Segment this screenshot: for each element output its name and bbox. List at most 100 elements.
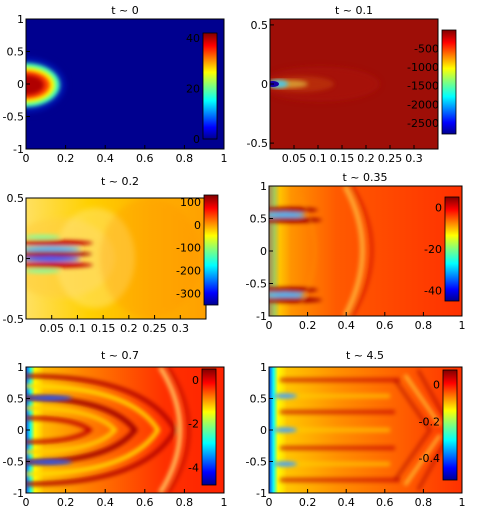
panel-title: t ~ 0.1 bbox=[335, 4, 373, 17]
panel-t4-5: t ~ 4.5 bbox=[246, 349, 466, 509]
x-tick-label: 1 bbox=[459, 319, 466, 332]
y-tick-label: 0.5 bbox=[250, 213, 268, 226]
y-tick-labels: 1 0.5 0 -0.5 -1 bbox=[246, 180, 273, 323]
colorbar-tick-labels: 0 -2 -4 bbox=[188, 374, 199, 475]
x-tick-label: 0.6 bbox=[136, 496, 154, 509]
colorbar-tick-label: 0 bbox=[433, 379, 440, 392]
colorbar-tick-labels: 0 -20 -40 bbox=[424, 201, 442, 297]
colorbar-tick-label: 0 bbox=[192, 374, 199, 387]
y-tick-label: -1 bbox=[13, 487, 24, 500]
colorbar-tick-label: -20 bbox=[424, 243, 442, 256]
colorbar bbox=[202, 32, 218, 140]
x-tick-label: 0.15 bbox=[91, 322, 116, 335]
y-tick-label: 0 bbox=[17, 78, 24, 91]
x-tick-label: 0.4 bbox=[337, 319, 355, 332]
colorbar-tick-label: 0 bbox=[194, 219, 201, 232]
colorbar-tick-label: 0 bbox=[193, 133, 200, 146]
x-tick-labels: 0 0.2 0.4 0.6 0.8 1 bbox=[23, 489, 228, 509]
x-tick-label: 0.6 bbox=[136, 152, 154, 165]
x-tick-label: 0.8 bbox=[176, 496, 194, 509]
y-tick-label: -0.5 bbox=[3, 111, 24, 124]
x-tick-label: 1 bbox=[221, 496, 228, 509]
y-tick-label: 0 bbox=[260, 424, 267, 437]
heatmap-field bbox=[269, 367, 462, 493]
colorbar-tick-labels: 100 0 -100 -200 -300 bbox=[176, 196, 201, 301]
y-tick-labels: 1 0.5 0 -0.5 -1 bbox=[3, 361, 30, 500]
y-tick-label: 0 bbox=[17, 424, 24, 437]
colorbar-tick-label: 0 bbox=[435, 201, 442, 214]
colorbar-tick-label: -2000 bbox=[407, 98, 439, 111]
x-tick-label: 0.8 bbox=[176, 152, 194, 165]
y-tick-label: 0.5 bbox=[250, 393, 268, 406]
y-tick-labels: 1 0.5 0 -0.5 -1 bbox=[3, 13, 30, 156]
y-tick-label: 1 bbox=[17, 13, 24, 26]
panel-title: t ~ 0.35 bbox=[342, 171, 387, 184]
x-tick-label: 0 bbox=[266, 319, 273, 332]
x-tick-label: 0 bbox=[266, 496, 273, 509]
heatmap-field bbox=[26, 19, 224, 149]
y-tick-label: -0.5 bbox=[247, 137, 268, 150]
heatmap-field bbox=[269, 186, 462, 316]
x-tick-label: 0.6 bbox=[376, 319, 394, 332]
x-tick-label: 0.2 bbox=[57, 496, 75, 509]
panel-t0: t ~ 0 0 0.2 0.4 0.6 0.8 1 1 0.5 0 -0.5 -1 40 20 0 bbox=[3, 4, 228, 165]
y-tick-label: -0.5 bbox=[246, 456, 267, 469]
colorbar-tick-label: 100 bbox=[180, 196, 201, 209]
x-tick-label: 0.3 bbox=[405, 152, 423, 165]
x-tick-labels: 0 0.2 0.4 0.6 0.8 1 bbox=[23, 145, 228, 165]
colorbar bbox=[442, 369, 458, 481]
y-tick-label: -1 bbox=[13, 143, 24, 156]
x-tick-label: 0.05 bbox=[39, 322, 64, 335]
heatmap-field bbox=[270, 19, 438, 149]
y-tick-label: 1 bbox=[260, 361, 267, 374]
x-tick-label: 1 bbox=[221, 152, 228, 165]
y-tick-label: -0.5 bbox=[3, 456, 24, 469]
colorbar bbox=[201, 368, 217, 486]
panel-title: t ~ 4.5 bbox=[346, 349, 384, 362]
y-tick-labels: 0.5 0 -0.5 bbox=[247, 19, 274, 150]
y-tick-label: 0 bbox=[17, 253, 24, 266]
colorbar-tick-label: -2500 bbox=[407, 117, 439, 130]
colorbar-tick-label: -200 bbox=[176, 265, 201, 278]
panel-t0-2: t ~ 0.2 0.05 0.1 0.15 0.2 0.25 0.3 0.5 0 -0.5 1… bbox=[3, 175, 219, 335]
colorbar-tick-label: -40 bbox=[424, 285, 442, 298]
x-tick-label: 0.4 bbox=[337, 496, 355, 509]
x-tick-label: 0.4 bbox=[96, 152, 114, 165]
colorbar bbox=[203, 194, 219, 306]
x-tick-label: 0.05 bbox=[282, 152, 307, 165]
colorbar-tick-label: -4 bbox=[188, 461, 199, 474]
y-tick-label: -0.5 bbox=[3, 313, 24, 326]
colorbar-tick-labels: -500 -1000 -1500 -2000 -2500 bbox=[407, 43, 439, 130]
y-tick-labels: 0.5 0 -0.5 bbox=[3, 192, 30, 326]
y-tick-labels: 1 0.5 0 -0.5 -1 bbox=[246, 361, 273, 500]
colorbar bbox=[441, 29, 457, 135]
x-tick-label: 0.25 bbox=[378, 152, 403, 165]
y-tick-label: -1 bbox=[256, 310, 267, 323]
x-tick-label: 0.1 bbox=[309, 152, 327, 165]
x-tick-label: 1 bbox=[459, 496, 466, 509]
x-tick-label: 0 bbox=[23, 152, 30, 165]
colorbar-tick-label: -300 bbox=[176, 288, 201, 301]
x-tick-label: 0.25 bbox=[142, 322, 167, 335]
y-tick-label: 0.5 bbox=[7, 192, 25, 205]
y-tick-label: 1 bbox=[17, 361, 24, 374]
x-tick-label: 0.15 bbox=[330, 152, 355, 165]
heatmap-field bbox=[26, 367, 224, 493]
colorbar-tick-label: 40 bbox=[186, 32, 200, 45]
x-tick-label: 0.6 bbox=[376, 496, 394, 509]
x-tick-label: 0.2 bbox=[299, 496, 317, 509]
panel-title: t ~ 0 bbox=[111, 4, 139, 17]
colorbar-tick-label: -2 bbox=[188, 418, 199, 431]
panel-t0-1: t ~ 0.1 0.05 0.1 0.15 0.2 0.25 0.3 0.5 0 -0.5 -… bbox=[247, 4, 457, 165]
colorbar-tick-label: -1000 bbox=[407, 61, 439, 74]
y-tick-label: 0 bbox=[261, 78, 268, 91]
colorbar-tick-label: -1500 bbox=[407, 80, 439, 93]
x-tick-labels: 0.05 0.1 0.15 0.2 0.25 0.3 bbox=[39, 315, 189, 335]
y-tick-label: 0.5 bbox=[7, 46, 25, 59]
x-tick-labels: 0 0.2 0.4 0.6 0.8 1 bbox=[266, 312, 466, 332]
colorbar-tick-label: 20 bbox=[186, 83, 200, 96]
colorbar-tick-labels: 40 20 0 bbox=[186, 32, 200, 146]
x-tick-label: 0.2 bbox=[299, 319, 317, 332]
x-tick-labels: 0 0.2 0.4 0.6 0.8 1 bbox=[266, 489, 466, 509]
